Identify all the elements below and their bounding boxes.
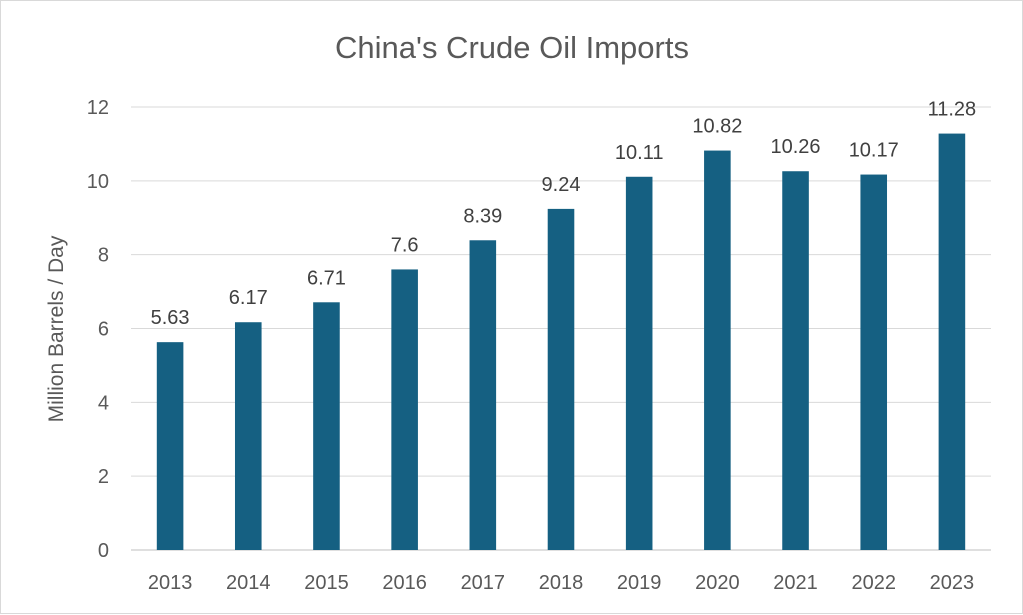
y-tick-labels: 0 2 4 6 8 10 12 [87, 97, 109, 562]
bar-2022 [860, 174, 888, 550]
bar-2019 [625, 176, 653, 550]
x-tick-label: 2023 [930, 572, 975, 594]
x-tick-label: 2017 [461, 572, 506, 594]
y-tick-label: 0 [98, 540, 109, 562]
x-tick-label: 2014 [226, 572, 271, 594]
x-tick-label: 2013 [148, 572, 193, 594]
bar-2021 [782, 171, 809, 551]
x-tick-label: 2019 [617, 572, 662, 594]
y-tick-label: 8 [98, 245, 109, 267]
data-label-2017: 8.39 [463, 205, 502, 227]
y-tick-label: 4 [98, 392, 109, 414]
data-label-2019: 10.11 [615, 142, 664, 164]
bar-2015 [313, 302, 340, 550]
bars [156, 133, 966, 551]
data-label-2021: 10.26 [771, 136, 821, 158]
y-tick-label: 6 [98, 319, 109, 341]
bar-2023 [938, 133, 966, 550]
bar-2020 [704, 150, 731, 551]
data-labels: 5.63 6.17 6.71 7.6 8.39 9.24 10.11 10.82 10.26 10… [151, 99, 977, 330]
y-tick-label: 10 [87, 171, 109, 193]
data-label-2016: 7.6 [391, 234, 419, 256]
bar-2018 [547, 208, 575, 550]
x-tick-labels: 2013 2014 2015 2016 2017 2018 2019 2020 2021 2022… [148, 572, 974, 594]
data-label-2023: 11.28 [928, 99, 977, 121]
y-axis-label: Million Barrels / Day [45, 235, 68, 422]
data-label-2018: 9.24 [542, 174, 581, 196]
x-tick-label: 2022 [851, 572, 896, 594]
x-tick-label: 2015 [304, 572, 349, 594]
data-label-2015: 6.71 [307, 267, 346, 289]
x-tick-label: 2016 [382, 572, 427, 594]
data-label-2014: 6.17 [229, 287, 268, 309]
data-label-2013: 5.63 [151, 307, 190, 329]
bar-2016 [391, 269, 418, 550]
bar-2014 [234, 322, 262, 550]
data-label-2020: 10.82 [692, 116, 742, 138]
y-tick-label: 12 [87, 97, 109, 119]
bar-2013 [156, 342, 184, 550]
data-label-2022: 10.17 [849, 140, 899, 162]
y-tick-label: 2 [98, 466, 109, 488]
x-tick-label: 2021 [773, 572, 818, 594]
x-tick-label: 2018 [539, 572, 584, 594]
chart-title: China's Crude Oil Imports [335, 30, 689, 65]
x-tick-label: 2020 [695, 572, 740, 594]
bar-2017 [469, 240, 497, 550]
